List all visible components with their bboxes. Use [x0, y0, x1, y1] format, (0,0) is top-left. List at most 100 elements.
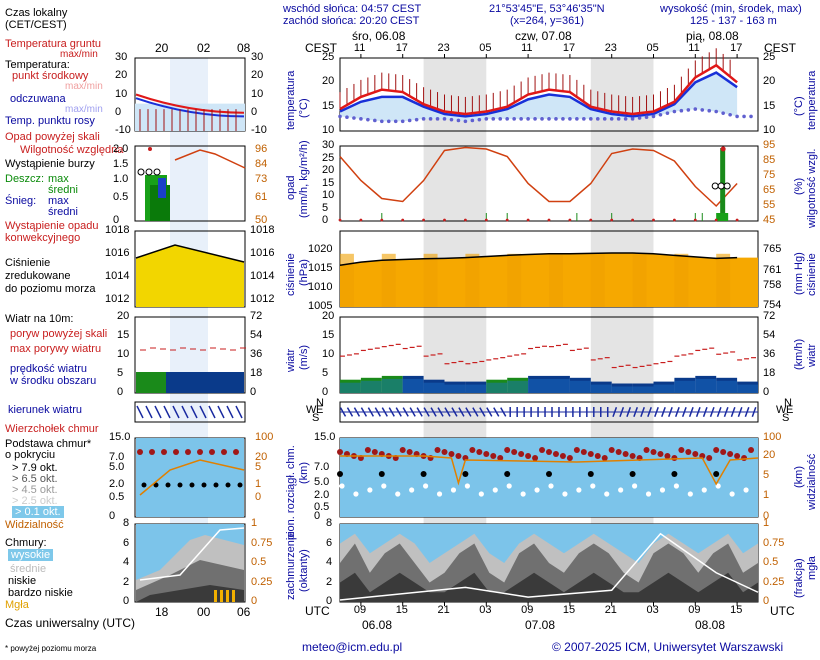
legend-gust-max: max porywy wiatru — [10, 343, 102, 355]
axis-temp-l2: (°C) — [298, 98, 310, 118]
cl-tick-right-4: 0 — [763, 595, 770, 607]
utc-right: UTC — [770, 604, 795, 618]
utc-hour-9: 15 — [730, 604, 743, 616]
pressure-cell — [632, 253, 647, 307]
temp-line — [339, 63, 738, 116]
cloud-base-dot — [659, 487, 666, 493]
legend-dir-arrow — [163, 405, 171, 419]
wind-speed-inner — [340, 382, 361, 393]
wind-speed-bar — [528, 375, 549, 393]
cloud-base-dark-dot — [587, 471, 594, 477]
dew-point-dot — [679, 108, 684, 113]
legend-snow-bar — [158, 178, 166, 198]
legend-dir-arrow — [226, 405, 234, 419]
cloud-top-dot — [629, 453, 636, 459]
legend-pressure-3: do poziomu morza — [5, 283, 96, 295]
legend-cb-tick-4: 0.5 — [109, 491, 125, 503]
legend-cloud-base-dot — [189, 482, 195, 488]
legend-convective-1: Wystąpienie opadu — [5, 220, 99, 232]
utc-hour-1: 15 — [395, 604, 408, 616]
legend-high-text: wysokie — [8, 549, 54, 561]
legend-dir-arrow — [145, 405, 153, 419]
cloud-top-dot — [748, 447, 755, 453]
dew-point-dot — [366, 117, 370, 122]
dew-point-dot — [380, 119, 384, 124]
dew-point-dot — [470, 118, 475, 123]
legend-dir-arrow — [154, 405, 162, 419]
day-label-2: czw, 07.08 — [515, 29, 572, 43]
legend-wind-tick-2: 10 — [117, 348, 130, 360]
legend-ground-maxmin: max/min — [60, 49, 98, 60]
cb-tick-left-5: 0 — [314, 510, 321, 522]
cloud-top-dot — [685, 449, 692, 455]
pressure-cell — [381, 253, 396, 307]
dew-point-dot — [428, 117, 433, 121]
convective-dot — [359, 218, 363, 222]
legend-precip-tick-r-3: 61 — [255, 191, 268, 203]
pres-tick-left-0: 1020 — [308, 243, 333, 255]
wind-tick-left-4: 0 — [322, 386, 329, 398]
legend-dir-arrow — [181, 405, 189, 419]
dew-point-dot — [463, 119, 468, 124]
cloud-top-dot — [455, 453, 462, 459]
dew-point-dot — [693, 107, 698, 111]
precip-tick-left-0: 30 — [322, 139, 335, 151]
legend-fog: Mgła — [5, 599, 29, 611]
legend-clouds-title: Chmury: — [5, 537, 47, 549]
cloud-verylow-area — [340, 572, 758, 602]
legend-cloud-top-dot — [149, 449, 155, 455]
legend-temp-maxmin: max/min — [65, 81, 103, 92]
cloud-top-dot — [497, 455, 504, 461]
pressure-cell — [340, 253, 354, 307]
pressure-cell — [590, 253, 605, 307]
axis-temp-l: temperatura — [285, 70, 297, 130]
cloud-base-dot — [339, 483, 345, 489]
precip-tick-right-0: 95 — [763, 139, 776, 151]
dew-point-dot — [373, 118, 377, 123]
feels-line — [339, 71, 738, 118]
axis-precip-l2: (mm/h, kg/m²/h) — [298, 140, 310, 218]
wind-speed-inner — [632, 386, 654, 393]
legend-cloud-base-dot — [141, 482, 147, 488]
cloud-base-dot — [506, 483, 512, 489]
wind-speed-inner — [444, 384, 466, 393]
dew-point-dot — [484, 117, 489, 121]
legend-temp-tick-r-1: 20 — [251, 69, 264, 82]
utc-date-3: 08.08 — [695, 618, 726, 632]
cloud-base-dot — [464, 483, 470, 489]
footer-email[interactable]: meteo@icm.edu.pl — [302, 640, 403, 654]
cloud-top-dot — [364, 447, 371, 453]
legend-temp-tick-3: 0 — [115, 105, 122, 118]
cloud-base-dot — [520, 491, 526, 497]
legend-wind-title: Wiatr na 10m: — [5, 313, 74, 325]
dew-point-dot — [595, 117, 600, 121]
wind-tick-left-2: 10 — [322, 348, 335, 360]
dew-point-dot — [568, 117, 572, 121]
legend-temp-tick-r-3: 0 — [251, 105, 258, 118]
legend-low: niskie — [8, 575, 37, 587]
cloud-top-dot — [671, 455, 678, 461]
legend-cloud-top-dot — [209, 449, 215, 455]
footnote: * powyżej poziomu morza — [5, 644, 97, 653]
legend-okt-45: > 4.5 okt. — [12, 484, 58, 496]
axis-cl-l2: (oktanty) — [298, 549, 310, 592]
axis-temp-r2: temperatura — [806, 70, 818, 130]
cloud-base-dot — [395, 491, 401, 497]
dew-point-dot — [519, 117, 523, 121]
convective-dot — [526, 218, 530, 222]
axis-precip-r: (%) — [793, 177, 805, 195]
legend-fog-bar — [220, 590, 223, 602]
wind-speed-inner — [569, 380, 591, 393]
cest-hour-9: 17 — [730, 42, 743, 54]
cloud-top-dot — [406, 449, 413, 455]
legend-storm-marker — [145, 168, 153, 176]
utc-hour-1: 18 — [155, 605, 169, 619]
cloud-top-dot — [518, 451, 525, 457]
legend-cb-tick-r-1: 20 — [255, 451, 268, 463]
cloud-base-dot — [590, 483, 596, 489]
cloud-top-dot — [594, 453, 601, 459]
legend-cb-tick-r-4: 0 — [255, 491, 262, 503]
legend-cloud-top: Wierzchołek chmur — [5, 423, 99, 435]
wind-speed-bar — [611, 383, 633, 393]
